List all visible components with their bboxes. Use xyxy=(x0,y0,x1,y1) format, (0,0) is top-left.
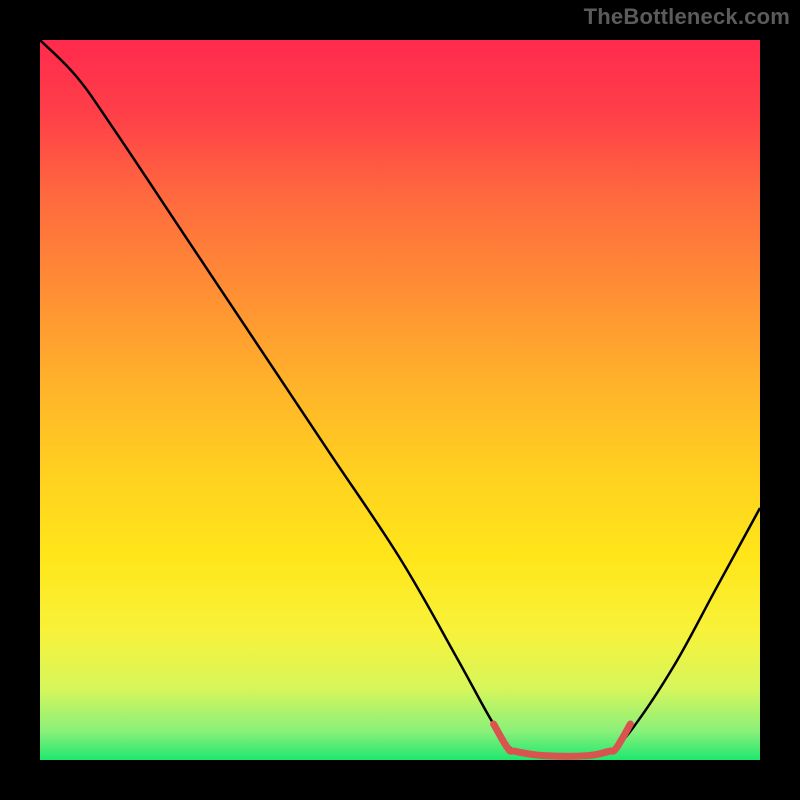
watermark-text: TheBottleneck.com xyxy=(584,4,790,30)
bottleneck-curve-chart xyxy=(0,0,800,800)
chart-root: TheBottleneck.com xyxy=(0,0,800,800)
chart-gradient-background xyxy=(40,40,760,760)
